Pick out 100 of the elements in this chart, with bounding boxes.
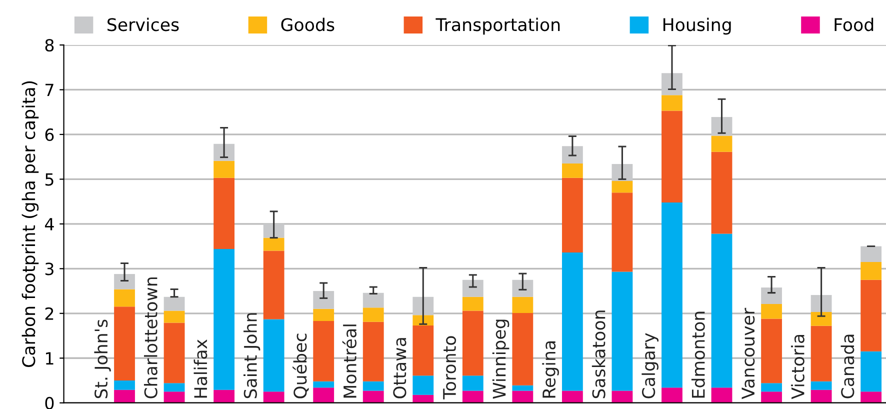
bar xyxy=(412,394,434,403)
bar xyxy=(612,192,633,272)
y-tick-label: 5 xyxy=(45,173,54,186)
bar xyxy=(810,312,832,326)
bar xyxy=(662,73,682,96)
bar xyxy=(562,178,583,253)
bar xyxy=(164,392,185,403)
x-tick-label: Canada xyxy=(840,334,854,398)
bar xyxy=(761,318,782,384)
y-tick-label: 7 xyxy=(46,84,54,96)
bar xyxy=(662,202,682,388)
x-tick-label: Ottawa xyxy=(393,338,406,398)
bar xyxy=(662,110,682,202)
bar xyxy=(462,390,484,403)
x-tick-label: Victoria xyxy=(791,334,804,400)
bar xyxy=(562,146,583,164)
bar xyxy=(860,392,882,403)
bar xyxy=(114,380,135,390)
y-tick-label: 4 xyxy=(44,218,54,230)
bar xyxy=(114,289,135,307)
bar xyxy=(412,296,434,316)
y-tick-label: 8 xyxy=(45,38,54,52)
bar xyxy=(462,280,484,297)
bar xyxy=(562,390,583,403)
bar xyxy=(512,312,534,386)
bar xyxy=(263,238,284,251)
bar xyxy=(711,152,732,234)
bar xyxy=(612,164,633,181)
x-tick-label: Halifax xyxy=(194,339,208,398)
bar xyxy=(263,319,284,392)
bar xyxy=(612,390,633,403)
bar xyxy=(214,144,235,161)
x-tick-label: Saint John xyxy=(244,313,260,398)
bar xyxy=(761,287,782,304)
bar xyxy=(512,280,534,297)
y-tick-label: 6 xyxy=(45,128,54,142)
x-tick-label: Edmonton xyxy=(691,312,705,398)
bar xyxy=(164,322,185,384)
bar xyxy=(711,136,732,152)
legend-label: Food xyxy=(834,18,874,32)
legend-label: Transportation xyxy=(436,18,560,35)
x-tick-label: Toronto xyxy=(443,336,456,400)
bar xyxy=(711,388,732,403)
bar xyxy=(313,291,334,309)
bar xyxy=(362,322,384,382)
bar xyxy=(114,274,135,290)
bar xyxy=(462,296,484,311)
bar xyxy=(662,388,682,403)
bar xyxy=(860,280,882,352)
x-tick-label: Montréal xyxy=(342,324,357,398)
bar xyxy=(810,295,832,312)
bar xyxy=(711,117,732,136)
bar xyxy=(263,224,284,238)
bar xyxy=(412,376,434,395)
bar xyxy=(313,321,334,382)
bar xyxy=(313,381,334,388)
bar xyxy=(860,262,882,280)
bar xyxy=(214,178,235,249)
bar xyxy=(761,383,782,392)
bar xyxy=(612,180,633,193)
bar xyxy=(214,160,235,178)
bar xyxy=(164,383,185,392)
y-axis-title: Carbon footprint (gha per capita) xyxy=(22,81,39,367)
bar xyxy=(164,296,185,311)
bar xyxy=(313,308,334,321)
x-tick-label: Calgary xyxy=(642,333,658,398)
bar xyxy=(512,296,534,313)
bar xyxy=(662,95,682,111)
y-tick-label: 0 xyxy=(45,396,54,409)
bar xyxy=(114,390,135,403)
bar xyxy=(263,392,284,403)
y-tick-label: 1 xyxy=(46,352,54,364)
legend-label: Goods xyxy=(281,18,334,32)
bar xyxy=(512,390,534,403)
bar xyxy=(214,248,235,390)
x-tick-label: St. John's xyxy=(94,320,111,398)
bar xyxy=(860,246,882,262)
bar xyxy=(362,381,384,391)
bar xyxy=(810,326,832,382)
bar xyxy=(313,388,334,403)
bar xyxy=(462,310,484,376)
legend-label: Services xyxy=(108,18,179,32)
bar xyxy=(263,250,284,320)
x-tick-label: Vancouver xyxy=(742,308,755,400)
y-tick-label: 3 xyxy=(45,262,54,276)
y-tick-label: 2 xyxy=(45,307,54,320)
bar xyxy=(362,390,384,403)
bar xyxy=(562,164,583,178)
x-tick-label: Winnipeg xyxy=(492,320,510,399)
x-tick-label: Saskatoon xyxy=(592,310,606,398)
bar xyxy=(462,376,484,391)
bar xyxy=(412,325,434,376)
x-tick-label: Charlottetown xyxy=(144,277,158,398)
bar xyxy=(562,252,583,391)
bar xyxy=(860,351,882,392)
bar xyxy=(214,390,235,403)
bar xyxy=(711,234,732,388)
bar xyxy=(761,304,782,319)
bar xyxy=(612,272,633,391)
bar xyxy=(114,306,135,380)
